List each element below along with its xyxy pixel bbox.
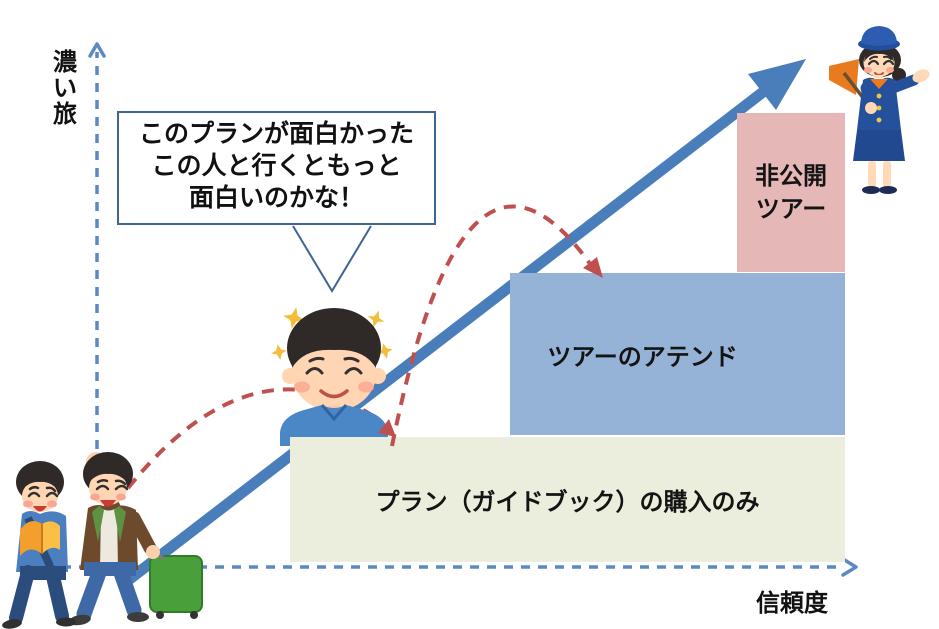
speech-bubble-line: この人と行くともっと	[151, 152, 402, 180]
sparkle-icon	[377, 343, 393, 359]
bounce-arrowhead-icon	[583, 257, 603, 278]
bounce-arc-2	[390, 204, 595, 447]
sparkle-icon	[271, 344, 287, 360]
step-label-tour-attend: ツアーのアテンド	[547, 343, 738, 371]
speech-bubble-tail	[292, 225, 372, 293]
step-box-private-tour: 非公開 ツアー	[737, 113, 845, 272]
bounce-arrowhead-icon	[378, 419, 396, 437]
bounce-arc-1	[126, 387, 372, 490]
flag-icon	[829, 59, 859, 95]
sparkle-icon	[283, 307, 305, 329]
step-label-plan-purchase: プラン（ガイドブック）の購入のみ	[375, 489, 760, 516]
step-label-private-tour: 非公開 ツアー	[755, 162, 827, 223]
x-axis-label: 信頼度	[756, 590, 828, 617]
tour-guide-illustration	[829, 26, 930, 194]
y-axis-label: 濃い旅	[53, 49, 77, 128]
speech-bubble-line: このプランが面白かった	[138, 120, 414, 148]
happy-traveler-illustration	[271, 307, 393, 446]
step-box-tour-attend: ツアーのアテンド	[510, 273, 845, 435]
travelers-illustration	[2, 452, 203, 629]
growth-arrow	[118, 59, 806, 590]
sparkle-icon	[367, 310, 385, 328]
step-box-plan-purchase: プラン（ガイドブック）の購入のみ	[290, 437, 845, 562]
x-axis-arrowhead-icon	[841, 557, 858, 577]
y-axis-arrowhead-icon	[88, 42, 106, 58]
speech-bubble: このプランが面白かった この人と行くともっと 面白いのかな！	[117, 111, 436, 225]
speech-bubble-line: 面白いのかな！	[188, 184, 364, 212]
